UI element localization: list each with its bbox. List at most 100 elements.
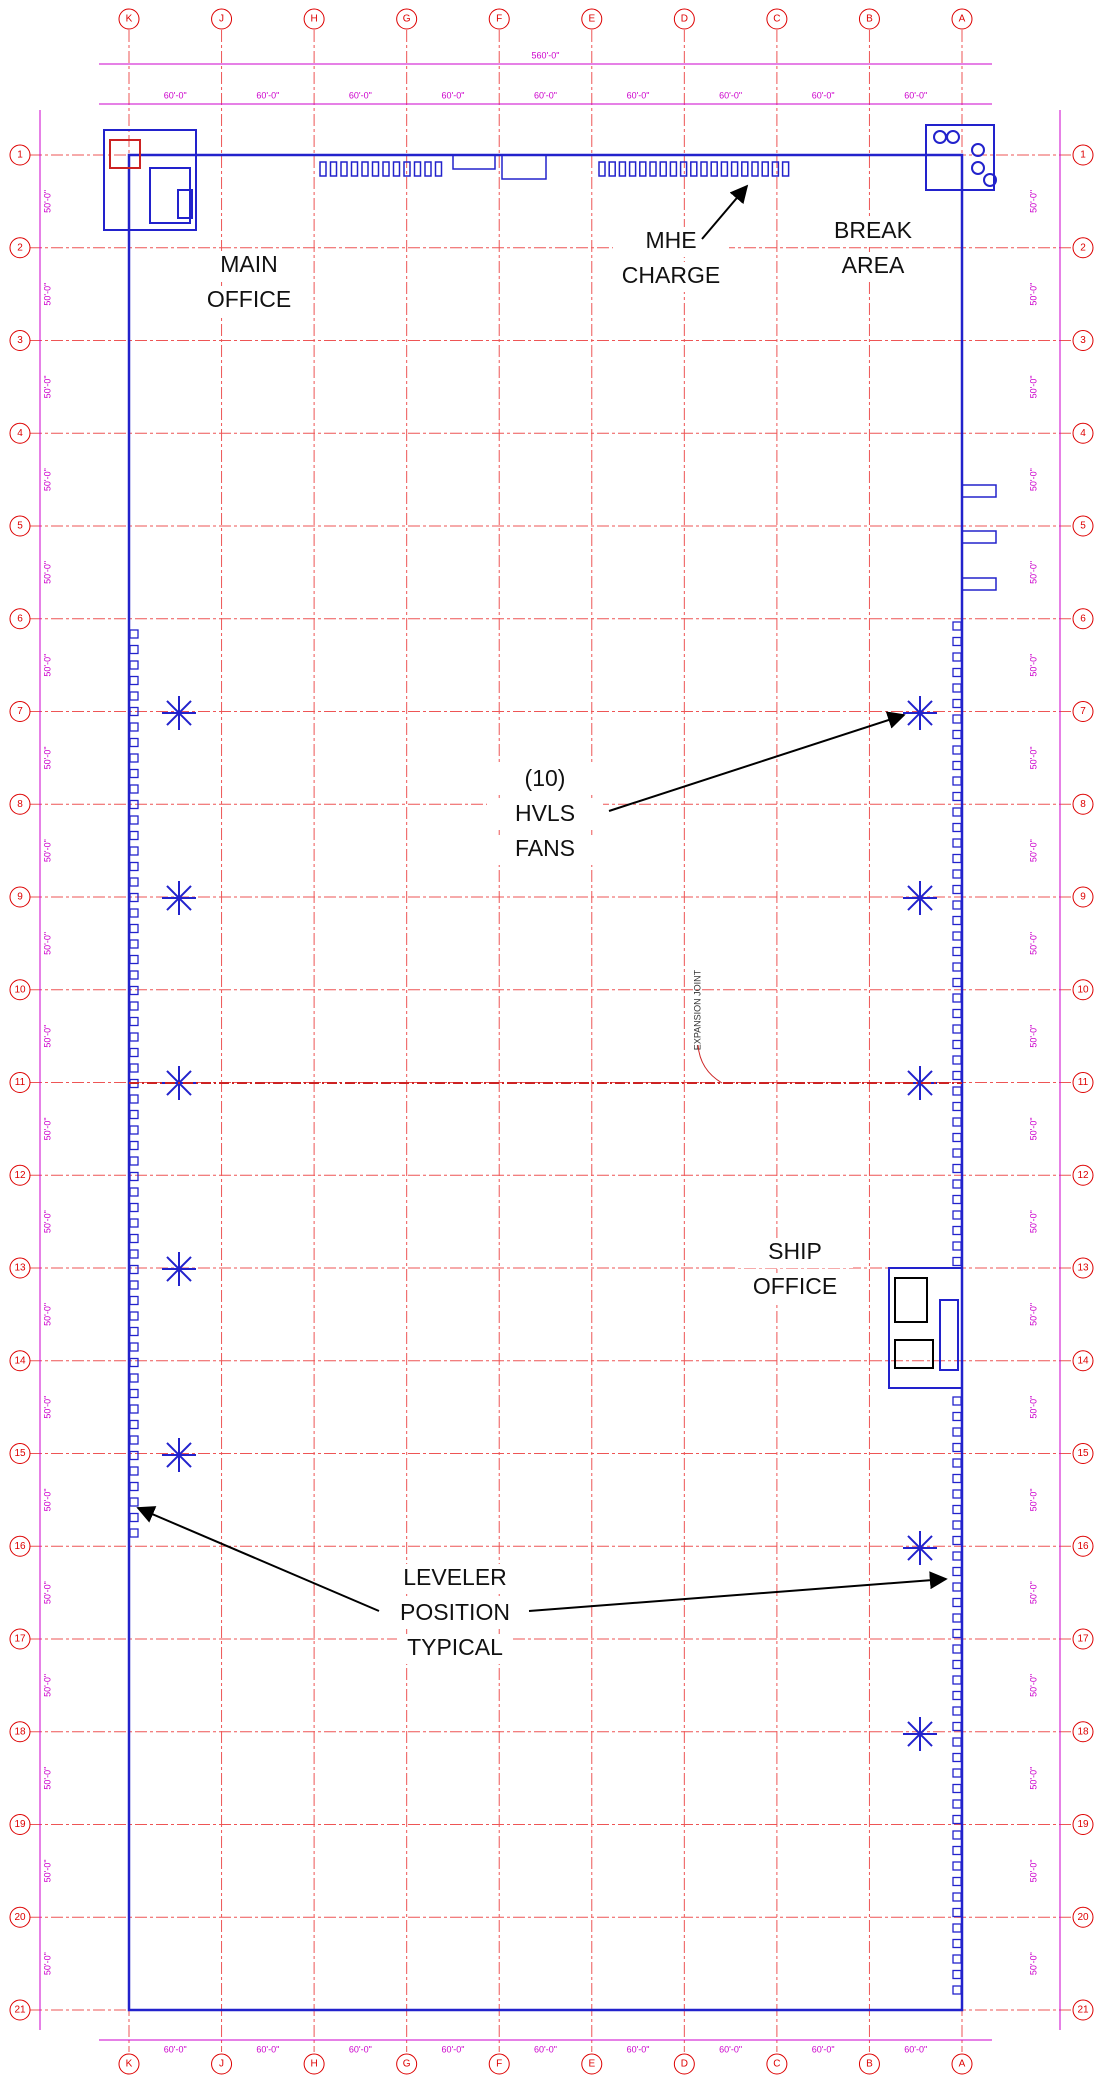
leveler	[952, 1659, 962, 1670]
leveler	[952, 1225, 962, 1236]
dock-door	[371, 161, 380, 177]
row-dimension: 50'-0"	[1028, 1117, 1038, 1140]
leveler	[952, 1210, 962, 1220]
leveler	[952, 1008, 962, 1019]
leveler	[952, 1768, 962, 1778]
leveler	[952, 1117, 962, 1127]
row-dimension: 50'-0"	[42, 932, 52, 955]
leveler	[129, 985, 139, 996]
area-label: OFFICE	[207, 286, 291, 312]
leveler	[952, 1055, 962, 1065]
row-dimension: 50'-0"	[1028, 375, 1038, 398]
label-backdrop	[487, 800, 603, 830]
column-label: D	[681, 14, 688, 25]
dock-door	[700, 161, 708, 177]
leveler	[952, 1411, 962, 1422]
row-bubble	[9, 608, 31, 630]
row-bubble	[9, 1814, 31, 1835]
row-dimension: 50'-0"	[42, 1952, 52, 1975]
label-backdrop	[191, 251, 307, 281]
row-label: 13	[14, 1263, 26, 1274]
row-label: 15	[1077, 1448, 1089, 1459]
row-label: 18	[1077, 1726, 1089, 1737]
leveler	[952, 822, 962, 833]
leveler	[952, 1876, 962, 1887]
row-label: 20	[1077, 1912, 1089, 1923]
row-bubble	[9, 1350, 31, 1372]
row-bubble	[9, 1628, 31, 1650]
area-label: BREAK	[834, 217, 913, 243]
area-label: LEVELER	[403, 1564, 507, 1590]
dock-door	[350, 161, 359, 177]
row-label: 12	[14, 1170, 26, 1181]
leveler	[129, 1047, 139, 1058]
leveler	[129, 768, 139, 779]
leveler	[129, 830, 139, 841]
column-label: H	[310, 14, 317, 25]
row-label: 5	[17, 521, 23, 532]
dock-door	[319, 161, 327, 177]
leveler	[129, 1481, 139, 1492]
row-dimension: 50'-0"	[1028, 190, 1038, 213]
leveler	[952, 1752, 962, 1763]
dock-door	[730, 161, 739, 177]
leveler	[952, 1241, 962, 1251]
row-bubble	[9, 330, 31, 351]
row-label: 6	[17, 613, 23, 624]
row-bubble	[9, 979, 31, 1001]
dock-door	[329, 161, 338, 177]
row-label: 17	[14, 1634, 26, 1645]
column-label: J	[219, 2059, 224, 2070]
leveler	[952, 977, 962, 988]
row-label: 11	[1078, 1077, 1089, 1088]
leveler	[129, 753, 139, 763]
area-label: CHARGE	[622, 262, 720, 288]
leveler	[952, 1737, 962, 1747]
bay-dimension: 60'-0"	[534, 2044, 557, 2054]
column-bubble	[673, 2053, 695, 2075]
row-bubble	[1072, 515, 1094, 537]
leveler	[952, 1830, 962, 1840]
column-bubble	[303, 8, 325, 30]
leveler	[129, 629, 139, 639]
row-bubble	[9, 1072, 31, 1093]
leveler	[952, 1985, 962, 1995]
leveler	[952, 652, 962, 662]
row-dimension: 50'-0"	[42, 190, 52, 213]
leveler	[129, 675, 139, 686]
row-label: 2	[17, 242, 23, 253]
fan-blade	[907, 700, 933, 726]
row-label: 11	[15, 1077, 26, 1088]
column-label: K	[126, 2059, 133, 2070]
dock-door	[392, 161, 401, 177]
dock-door	[679, 161, 688, 177]
row-bubble	[1072, 330, 1094, 351]
row-dimension: 50'-0"	[1028, 1303, 1038, 1326]
column-bubble	[951, 8, 973, 30]
row-bubble	[1072, 1535, 1094, 1557]
leveler	[129, 644, 139, 655]
leveler	[129, 892, 139, 903]
bay-dimension: 60'-0"	[904, 90, 927, 100]
row-dimension: 50'-0"	[1028, 1210, 1038, 1233]
row-label: 5	[1080, 521, 1086, 532]
row-dimension: 50'-0"	[42, 839, 52, 862]
leveler	[952, 698, 962, 709]
leveler	[952, 1783, 962, 1794]
leveler	[129, 1342, 139, 1352]
area-label: AREA	[842, 252, 905, 278]
column-bubble	[673, 8, 695, 30]
bay-dimension: 60'-0"	[256, 90, 279, 100]
row-dimension: 50'-0"	[1028, 1488, 1038, 1511]
row-bubble	[9, 1443, 31, 1464]
row-dimension: 50'-0"	[42, 1581, 52, 1604]
area-label: TYPICAL	[407, 1634, 503, 1660]
row-bubble	[1072, 144, 1094, 166]
row-label: 13	[1077, 1263, 1089, 1274]
row-bubble	[1072, 422, 1094, 444]
leveler	[952, 1163, 962, 1174]
fan-blade	[166, 1256, 192, 1282]
row-label: 19	[14, 1819, 26, 1830]
arrow	[528, 1571, 948, 1612]
